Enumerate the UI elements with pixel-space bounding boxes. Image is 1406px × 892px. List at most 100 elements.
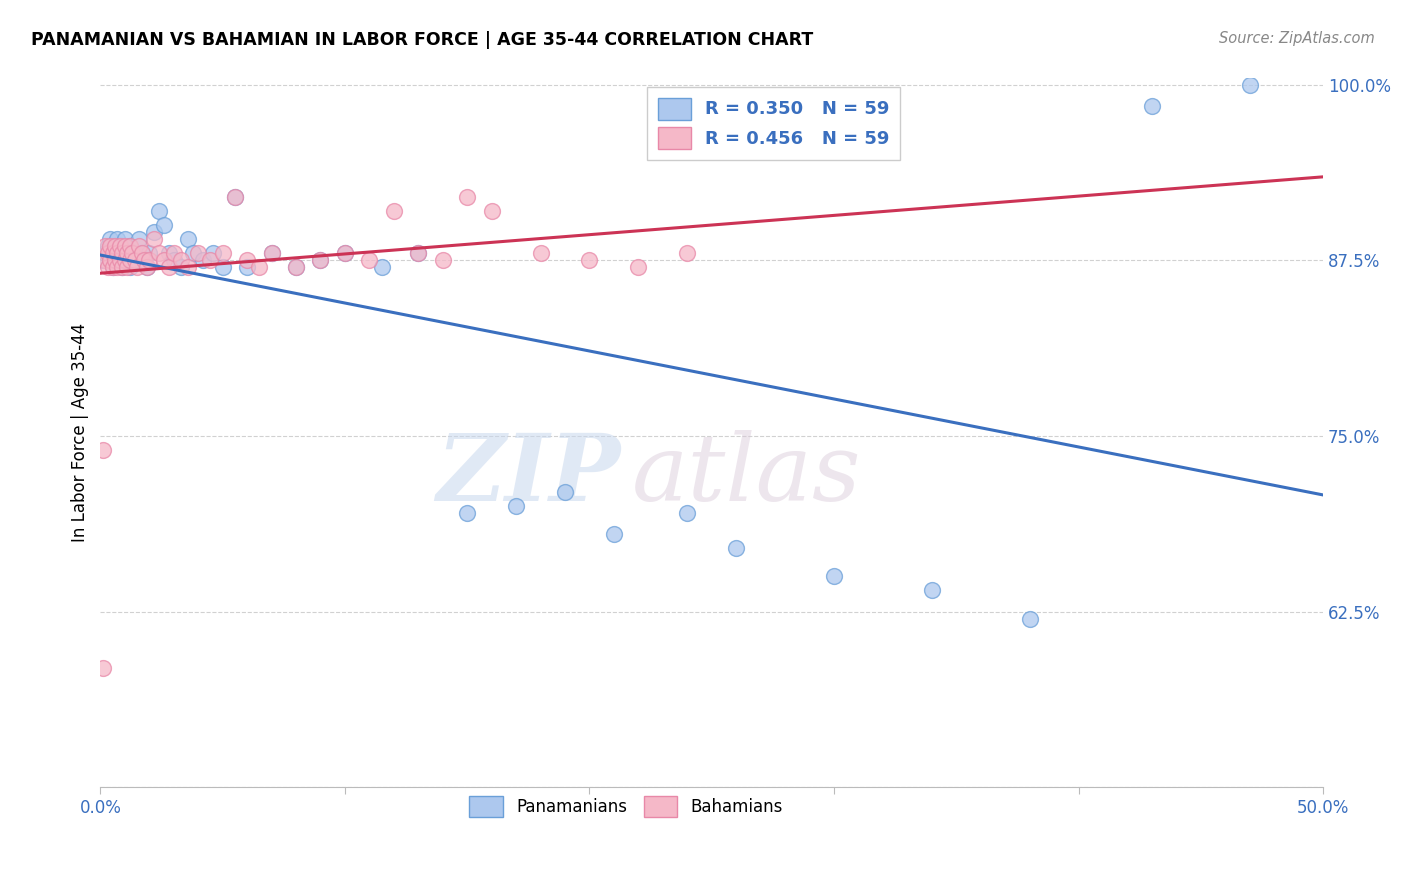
Point [157, 260, 180, 275]
Point [107, 246, 129, 260]
Point [128, 232, 150, 246]
Point [101, 260, 124, 275]
Point [211, 246, 233, 260]
Point [163, 246, 186, 260]
Point [108, 253, 131, 268]
Point [148, 204, 170, 219]
Point [201, 246, 224, 260]
Point [191, 253, 214, 268]
Point [247, 260, 270, 275]
Point [143, 232, 166, 246]
Point [143, 225, 166, 239]
Point [104, 253, 127, 268]
Point [138, 253, 160, 268]
Point [333, 246, 356, 260]
Point [224, 190, 246, 204]
Point [98, 253, 121, 268]
Point [111, 260, 134, 275]
Point [131, 246, 153, 260]
Point [554, 485, 576, 500]
Point [117, 246, 139, 260]
Point [676, 506, 699, 520]
Point [177, 232, 200, 246]
Point [285, 260, 308, 275]
Point [481, 204, 503, 219]
Point [211, 260, 233, 275]
Point [1018, 611, 1040, 625]
Point [91, 661, 114, 675]
Point [134, 253, 156, 268]
Point [921, 583, 943, 598]
Point [98, 232, 121, 246]
Text: ZIP: ZIP [436, 430, 620, 520]
Point [157, 246, 180, 260]
Point [163, 253, 186, 268]
Point [236, 253, 259, 268]
Point [98, 253, 121, 268]
Point [114, 246, 136, 260]
Point [131, 246, 153, 260]
Point [128, 239, 150, 253]
Point [94, 253, 117, 268]
Point [138, 246, 160, 260]
Point [94, 239, 117, 253]
Point [114, 239, 136, 253]
Point [124, 246, 146, 260]
Point [118, 239, 141, 253]
Point [97, 239, 120, 253]
Point [101, 246, 124, 260]
Text: atlas: atlas [633, 430, 862, 520]
Point [104, 239, 127, 253]
Point [200, 253, 222, 268]
Point [111, 246, 134, 260]
Text: Source: ZipAtlas.com: Source: ZipAtlas.com [1219, 31, 1375, 46]
Point [309, 253, 332, 268]
Point [406, 246, 429, 260]
Point [104, 239, 127, 253]
Point [91, 253, 114, 268]
Point [111, 260, 134, 275]
Point [135, 260, 157, 275]
Point [125, 253, 148, 268]
Point [333, 246, 356, 260]
Point [118, 260, 141, 275]
Point [578, 253, 600, 268]
Point [676, 246, 699, 260]
Point [603, 527, 626, 541]
Point [177, 260, 200, 275]
Point [1239, 78, 1261, 92]
Point [108, 253, 131, 268]
Point [107, 232, 129, 246]
Point [117, 260, 139, 275]
Point [406, 246, 429, 260]
Point [359, 253, 381, 268]
Point [236, 260, 259, 275]
Point [382, 204, 405, 219]
Point [505, 499, 527, 513]
Point [121, 253, 143, 268]
Y-axis label: In Labor Force | Age 35-44: In Labor Force | Age 35-44 [72, 323, 89, 542]
Point [456, 190, 478, 204]
Point [285, 260, 308, 275]
Point [187, 246, 209, 260]
Point [121, 246, 143, 260]
Point [107, 246, 129, 260]
Point [108, 239, 131, 253]
Point [108, 239, 131, 253]
Point [91, 442, 114, 457]
Point [135, 260, 157, 275]
Point [118, 239, 141, 253]
Point [114, 253, 136, 268]
Point [117, 253, 139, 268]
Point [101, 246, 124, 260]
Point [823, 569, 845, 583]
Point [260, 246, 283, 260]
Text: PANAMANIAN VS BAHAMIAN IN LABOR FORCE | AGE 35-44 CORRELATION CHART: PANAMANIAN VS BAHAMIAN IN LABOR FORCE | … [31, 31, 813, 49]
Point [97, 246, 120, 260]
Point [170, 253, 193, 268]
Point [260, 246, 283, 260]
Point [114, 232, 136, 246]
Point [181, 246, 204, 260]
Point [94, 246, 117, 260]
Point [124, 253, 146, 268]
